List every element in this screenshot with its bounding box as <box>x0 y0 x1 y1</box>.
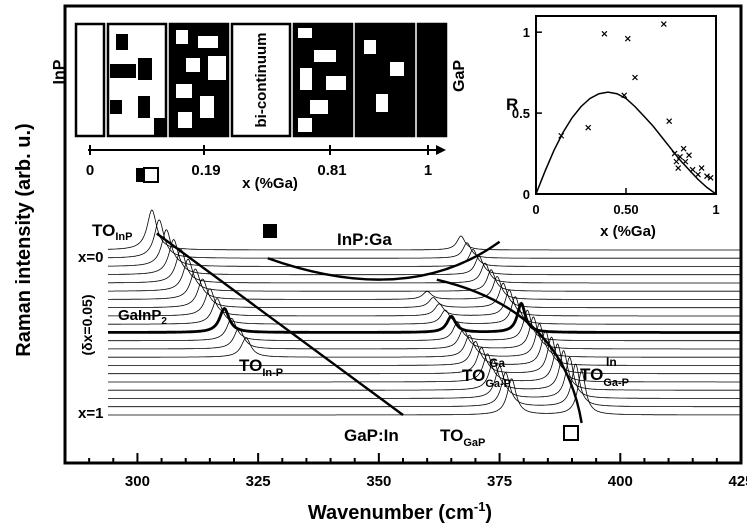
annotation-to-inp-p: TOIn-P <box>239 356 283 379</box>
inset-data-point <box>689 166 696 173</box>
inset-y-tick-label: 0 <box>523 187 530 202</box>
row-step-label: (δx=0.05) <box>79 294 95 355</box>
spectrum-x-0.50 <box>108 301 740 334</box>
annotation-to-gap: TOGaP <box>440 426 485 449</box>
raman-spectra <box>107 209 740 416</box>
composition-right-label: GaP <box>451 60 468 92</box>
annotation-to-gap-ga-sup: Ga <box>489 356 505 370</box>
guide-lines <box>156 232 583 424</box>
spectrum-x-0.40 <box>108 288 740 317</box>
spectrum-x-0.55 <box>108 309 740 342</box>
spectrum-x-0.60 <box>108 316 740 350</box>
composition-middle-label: bi-continuum <box>253 33 270 128</box>
spectrum-x-1.00 <box>108 370 740 416</box>
spectrum-x-0.45 <box>108 296 740 325</box>
inset-data-point <box>632 74 638 81</box>
spectrum-x-0.95 <box>108 363 740 408</box>
annotation-inp-ga: InP:Ga <box>337 230 392 249</box>
main-x-axis: 300 325 350 375 400 425 <box>88 453 747 490</box>
inset-plot: R x (%Ga) 0 0.50 1 0 0.5 1 <box>506 15 720 240</box>
annotation-to-gap-in: TOGa-P <box>580 365 629 389</box>
row-label-first: x=0 <box>78 249 103 266</box>
marker-white-square <box>563 425 579 441</box>
spectrum-x-0.85 <box>108 350 740 391</box>
main-x-tick-label: 425 <box>728 473 747 490</box>
composition-left-label: InP <box>51 59 68 84</box>
main-x-label: Wavenumber (cm-1) <box>308 499 492 524</box>
spectrum-x-0.35 <box>108 278 740 309</box>
marker-half-black-left <box>136 168 144 182</box>
inset-data-point <box>558 132 565 139</box>
spectrum-x-0.25 <box>108 258 740 292</box>
inset-data-point <box>675 165 682 172</box>
spectrum-x-0.05 <box>107 219 740 259</box>
annotation-gainp2: GaInP2 <box>118 307 167 327</box>
inset-data-point <box>686 152 692 159</box>
composition-panel: InP GaP bi-continuum <box>51 22 468 192</box>
annotation-to-gap-in-sup: In <box>606 355 617 369</box>
guide-line-2 <box>436 278 583 424</box>
marker-black-square <box>263 224 277 238</box>
main-x-tick-label: 400 <box>608 473 633 490</box>
main-x-tick-label: 300 <box>125 473 150 490</box>
spectrum-x-0.65 <box>108 323 740 358</box>
spectrum-x-0.75 <box>108 336 740 375</box>
composition-tick-label-081: 0.81 <box>317 162 346 179</box>
inset-data-point <box>695 171 701 178</box>
main-x-tick-label: 350 <box>366 473 391 490</box>
inset-x-tick-label: 0.50 <box>613 202 638 217</box>
composition-box-2 <box>106 22 168 138</box>
composition-tick-label-019: 0.19 <box>191 162 220 179</box>
row-label-last: x=1 <box>78 405 103 422</box>
inset-x-tick-label: 0 <box>532 202 539 217</box>
inset-y-label: R <box>506 95 518 114</box>
annotation-gap-in: GaP:In <box>344 426 399 445</box>
spectrum-x-0.10 <box>108 229 740 267</box>
spectrum-x-0.00 <box>108 209 740 251</box>
inset-frame <box>535 15 717 195</box>
main-x-tick-label: 375 <box>487 473 512 490</box>
marker-half-black-right <box>143 167 159 183</box>
composition-box-bicontinuum <box>230 22 292 138</box>
inset-data-point <box>707 174 714 181</box>
guide-line-0 <box>156 232 404 416</box>
annotation-to-gap-ga: TOGa-P <box>462 366 511 390</box>
inset-data-point <box>673 158 680 165</box>
inset-data-point <box>671 150 678 157</box>
main-x-tick-label: 325 <box>246 473 271 490</box>
composition-box-3 <box>168 22 230 138</box>
composition-tick-label-0: 0 <box>86 162 94 179</box>
inset-data-point <box>704 173 710 180</box>
composition-box-inp <box>74 22 106 138</box>
spectrum-x-0.90 <box>108 356 740 399</box>
inset-data-point <box>680 145 687 152</box>
composition-box-gap <box>416 22 448 138</box>
spectrum-x-0.80 <box>108 343 740 383</box>
inset-y-tick-label: 0.5 <box>512 106 530 121</box>
composition-axis-arrow <box>436 145 446 155</box>
composition-box-5 <box>292 22 354 138</box>
inset-data-point <box>682 158 689 165</box>
inset-fit-curve <box>535 91 717 195</box>
inset-data-point <box>660 21 667 28</box>
composition-axis-label: x (%Ga) <box>242 175 298 192</box>
annotation-to-inp: TOInP <box>92 221 132 243</box>
guide-line-1 <box>267 240 501 281</box>
inset-data-point <box>677 153 683 160</box>
spectrum-x-0.20 <box>108 249 740 284</box>
inset-y-tick-label: 1 <box>523 25 530 40</box>
inset-data-point <box>666 118 673 125</box>
inset-data-point <box>698 165 705 172</box>
composition-tick-label-1: 1 <box>424 162 432 179</box>
inset-data-point <box>624 35 631 42</box>
inset-data-point <box>621 92 628 99</box>
main-y-label: Raman intensity (arb. u.) <box>13 123 35 356</box>
inset-data-point <box>601 30 608 37</box>
inset-data-point <box>585 124 592 131</box>
inset-x-tick-label: 1 <box>712 202 719 217</box>
inset-x-label: x (%Ga) <box>600 223 656 240</box>
composition-box-6 <box>354 22 416 138</box>
spectrum-x-0.70 <box>108 329 740 366</box>
